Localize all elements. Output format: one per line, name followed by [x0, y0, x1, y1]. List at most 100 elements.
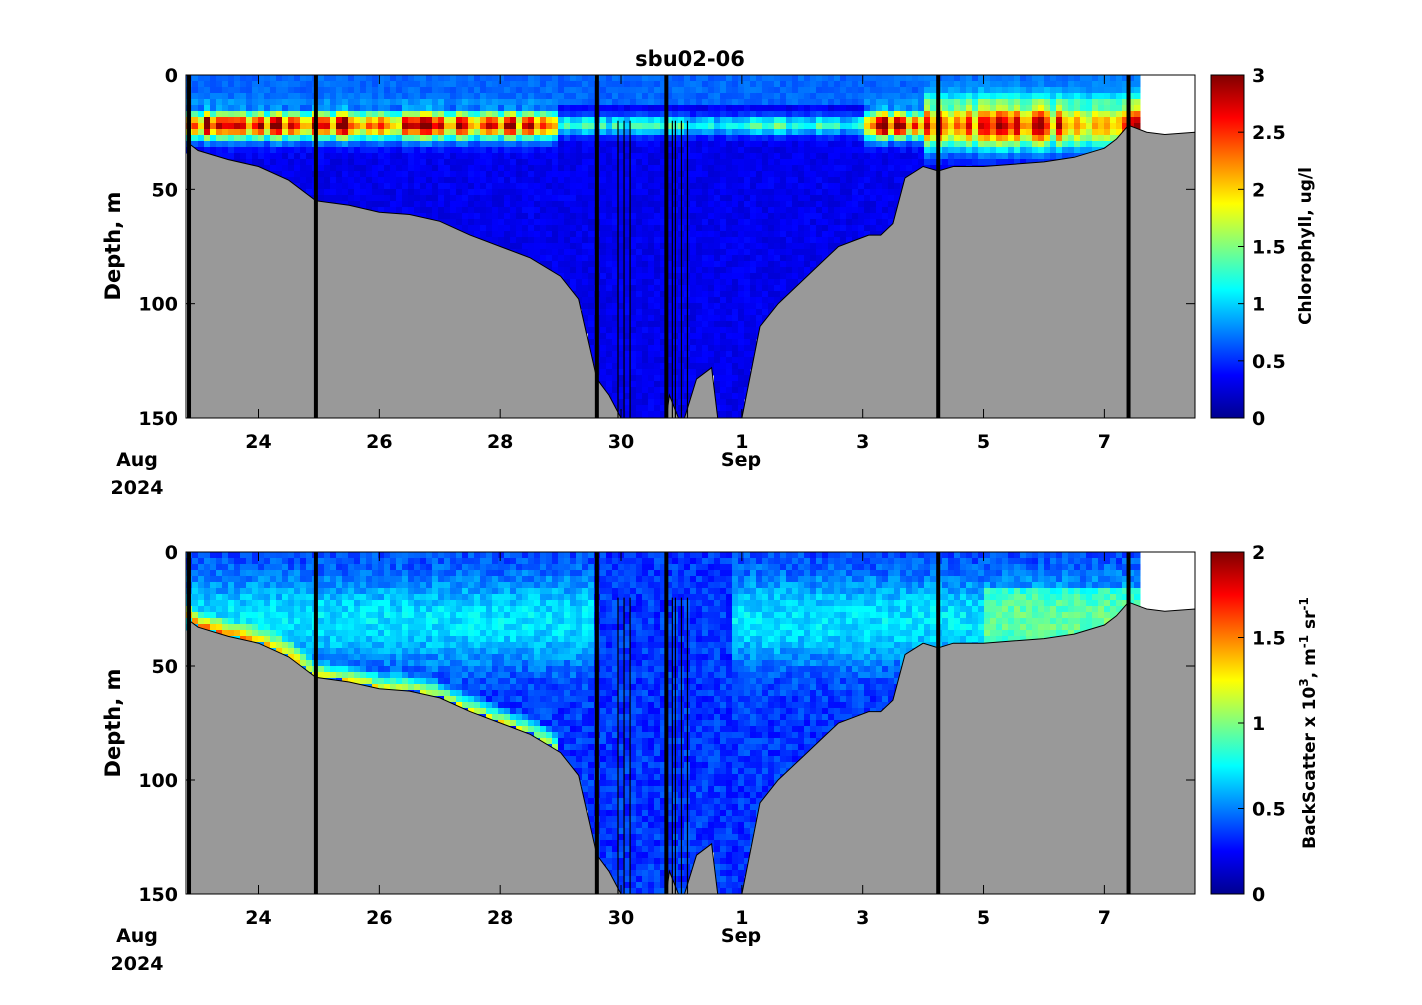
heatmap-cell: [738, 195, 745, 202]
heatmap-cell: [810, 135, 817, 142]
heatmap-cell: [612, 117, 619, 124]
heatmap-cell: [420, 93, 427, 100]
heatmap-cell: [1056, 75, 1063, 82]
heatmap-cell: [498, 195, 505, 202]
heatmap-cell: [198, 606, 205, 613]
heatmap-cell: [522, 147, 529, 154]
heatmap-cell: [210, 624, 217, 631]
heatmap-cell: [726, 339, 733, 346]
heatmap-cell: [792, 243, 799, 250]
heatmap-cell: [570, 207, 577, 214]
heatmap-cell: [618, 219, 625, 226]
heatmap-cell: [768, 219, 775, 226]
heatmap-cell: [636, 255, 643, 262]
heatmap-cell: [1002, 159, 1009, 166]
heatmap-cell: [468, 153, 475, 160]
heatmap-cell: [456, 123, 463, 130]
heatmap-cell: [576, 117, 583, 124]
heatmap-cell: [1134, 87, 1141, 94]
heatmap-cell: [630, 93, 637, 100]
heatmap-cell: [1080, 147, 1087, 154]
heatmap-cell: [624, 387, 631, 394]
heatmap-cell: [822, 219, 829, 226]
heatmap-cell: [1008, 123, 1015, 130]
heatmap-cell: [792, 165, 799, 172]
heatmap-cell: [648, 111, 655, 118]
heatmap-cell: [852, 111, 859, 118]
heatmap-cell: [504, 237, 511, 244]
heatmap-cell: [552, 111, 559, 118]
heatmap-cell: [876, 87, 883, 94]
heatmap-cell: [384, 99, 391, 106]
heatmap-cell: [564, 201, 571, 208]
heatmap-cell: [582, 87, 589, 94]
heatmap-cell: [1056, 87, 1063, 94]
heatmap-cell: [228, 105, 235, 112]
heatmap-cell: [828, 99, 835, 106]
heatmap-cell: [864, 225, 871, 232]
heatmap-cell: [702, 333, 709, 340]
heatmap-cell: [192, 558, 199, 565]
heatmap-cell: [546, 93, 553, 100]
heatmap-cell: [654, 195, 661, 202]
heatmap-cell: [366, 141, 373, 148]
heatmap-cell: [852, 207, 859, 214]
heatmap-cell: [414, 153, 421, 160]
heatmap-cell: [672, 87, 679, 94]
heatmap-cell: [1056, 147, 1063, 154]
heatmap-cell: [864, 105, 871, 112]
heatmap-cell: [876, 105, 883, 112]
heatmap-cell: [378, 171, 385, 178]
heatmap-cell: [720, 75, 727, 82]
heatmap-cell: [756, 135, 763, 142]
heatmap-cell: [600, 165, 607, 172]
heatmap-cell: [468, 105, 475, 112]
heatmap-cell: [750, 249, 757, 256]
heatmap-cell: [252, 570, 259, 577]
heatmap-cell: [660, 369, 667, 376]
heatmap-cell: [552, 153, 559, 160]
heatmap-cell: [948, 105, 955, 112]
heatmap-cell: [1056, 141, 1063, 148]
heatmap-cell: [750, 237, 757, 244]
heatmap-cell: [468, 87, 475, 94]
heatmap-cell: [648, 381, 655, 388]
heatmap-cell: [204, 75, 211, 82]
heatmap-cell: [642, 357, 649, 364]
heatmap-cell: [744, 327, 751, 334]
heatmap-cell: [294, 177, 301, 184]
heatmap-cell: [666, 237, 673, 244]
heatmap-cell: [1110, 123, 1117, 130]
heatmap-cell: [288, 618, 295, 625]
heatmap-cell: [366, 105, 373, 112]
heatmap-cell: [714, 321, 721, 328]
heatmap-cell: [798, 93, 805, 100]
heatmap-cell: [786, 231, 793, 238]
heatmap-cell: [768, 189, 775, 196]
heatmap-cell: [630, 123, 637, 130]
heatmap-cell: [690, 333, 697, 340]
heatmap-cell: [222, 576, 229, 583]
heatmap-cell: [972, 147, 979, 154]
heatmap-cell: [474, 171, 481, 178]
heatmap-cell: [780, 81, 787, 88]
heatmap-cell: [480, 147, 487, 154]
heatmap-cell: [564, 255, 571, 262]
heatmap-cell: [966, 99, 973, 106]
heatmap-cell: [654, 381, 661, 388]
heatmap-cell: [1026, 99, 1033, 106]
heatmap-cell: [648, 165, 655, 172]
heatmap-cell: [528, 219, 535, 226]
heatmap-cell: [468, 159, 475, 166]
heatmap-cell: [732, 249, 739, 256]
heatmap-cell: [468, 207, 475, 214]
heatmap-cell: [1026, 117, 1033, 124]
heatmap-cell: [840, 237, 847, 244]
heatmap-cell: [618, 321, 625, 328]
heatmap-cell: [258, 588, 265, 595]
heatmap-cell: [786, 189, 793, 196]
heatmap-cell: [420, 213, 427, 220]
heatmap-cell: [792, 81, 799, 88]
heatmap-cell: [768, 141, 775, 148]
heatmap-cell: [972, 111, 979, 118]
